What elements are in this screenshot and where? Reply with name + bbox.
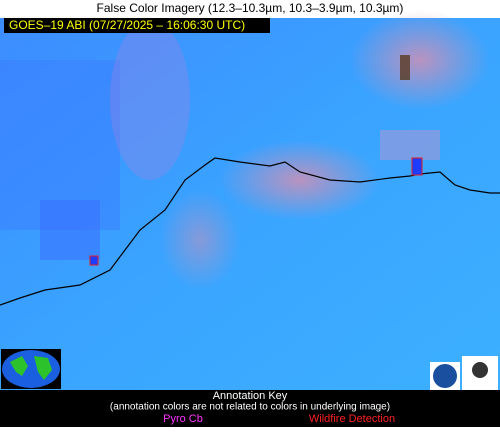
key-item: Wildfire Detection	[309, 413, 395, 425]
wildfire-marker	[89, 255, 99, 266]
globe-icon	[1, 349, 61, 389]
agency-logos	[430, 356, 498, 390]
boundary-line	[0, 157, 500, 306]
title: False Color Imagery (12.3–10.3µm, 10.3–3…	[97, 1, 404, 15]
key-title: Annotation Key	[213, 390, 288, 402]
wildfire-marker	[411, 157, 423, 176]
title-band	[0, 0, 500, 18]
key-note: (annotation colors are not related to co…	[110, 402, 390, 413]
image-texture	[0, 10, 490, 290]
key-band	[0, 390, 500, 427]
key-item: Pyro Cb	[163, 413, 203, 425]
timestamp-box	[4, 18, 270, 33]
timestamp: GOES–19 ABI (07/27/2025 – 16:06:30 UTC)	[9, 18, 245, 32]
